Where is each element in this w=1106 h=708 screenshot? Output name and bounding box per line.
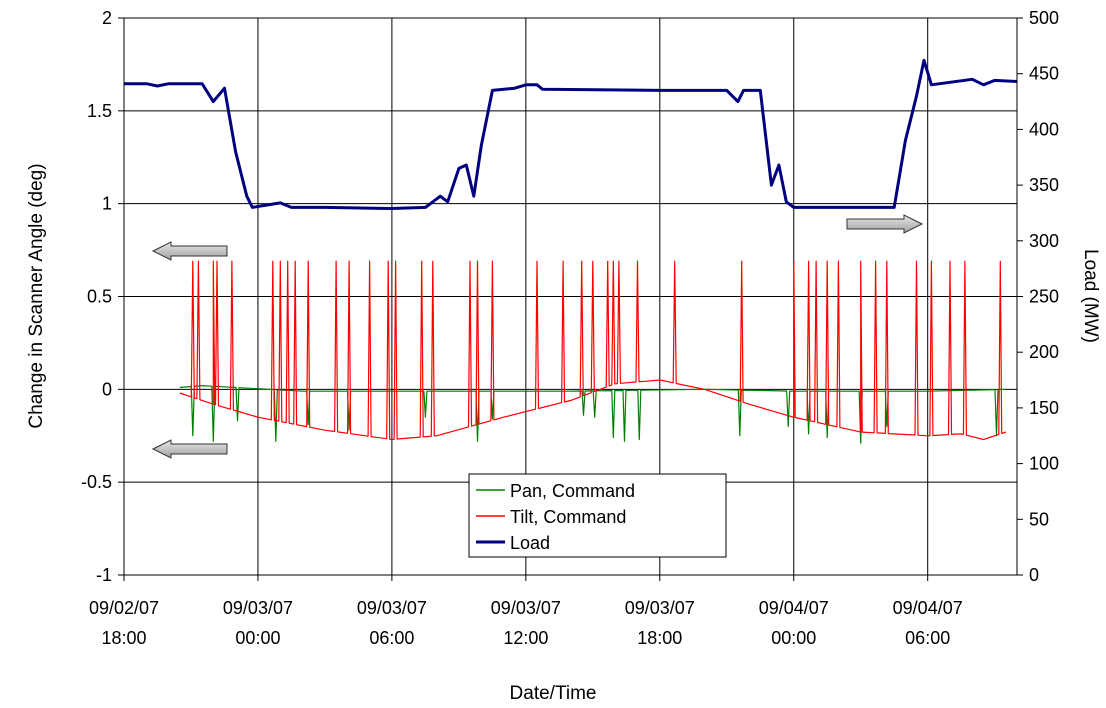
legend: Pan, Command Tilt, Command Load [468, 473, 727, 558]
series-load-line [124, 58, 1017, 210]
x-tick-label-time: 00:00 [235, 628, 280, 648]
legend-label-pan: Pan, Command [510, 481, 635, 501]
y-left-tick-label: -0.5 [81, 472, 112, 492]
x-tick-label-time: 18:00 [101, 628, 146, 648]
y-axis-left-title: Change in Scanner Angle (deg) [26, 163, 47, 428]
y-right-tick-label: 150 [1029, 398, 1059, 418]
series-tilt-command-line [179, 260, 1006, 441]
y-right-tick-label: 500 [1029, 8, 1059, 28]
y-left-tick-label: 1 [102, 194, 112, 214]
y-right-tick-label: 300 [1029, 231, 1059, 251]
legend-label-load: Load [510, 533, 550, 553]
y-left-tick-label: 0 [102, 379, 112, 399]
y-left-tick-label: 0.5 [87, 287, 112, 307]
x-tick-label-time: 18:00 [637, 628, 682, 648]
x-tick-label-date: 09/02/07 [89, 598, 159, 618]
y-right-tick-label: 450 [1029, 64, 1059, 84]
y-left-tick-label: 1.5 [87, 101, 112, 121]
y-left-tick-label: 2 [102, 8, 112, 28]
y-right-tick-label: 50 [1029, 509, 1049, 529]
arrow-left-upper-icon [151, 241, 228, 261]
arrow-left-lower-icon [151, 439, 228, 459]
x-tick-label-date: 09/04/07 [759, 598, 829, 618]
x-tick-label-date: 09/03/07 [357, 598, 427, 618]
series-pan-command-line [179, 385, 1006, 444]
x-tick-label-time: 06:00 [369, 628, 414, 648]
arrow-right-icon [846, 214, 924, 234]
x-axis-title: Date/Time [510, 683, 597, 704]
series-layer [124, 58, 1017, 444]
y-axis-right-title: Load (MW) [1080, 249, 1101, 343]
x-tick-label-date: 09/04/07 [893, 598, 963, 618]
x-tick-label-date: 09/03/07 [625, 598, 695, 618]
y-right-tick-label: 250 [1029, 287, 1059, 307]
y-right-tick-label: 350 [1029, 175, 1059, 195]
x-tick-label-date: 09/03/07 [223, 598, 293, 618]
y-right-tick-label: 0 [1029, 565, 1039, 585]
legend-box [468, 473, 727, 558]
x-tick-label-time: 06:00 [905, 628, 950, 648]
y-right-tick-label: 100 [1029, 454, 1059, 474]
legend-label-tilt: Tilt, Command [510, 507, 626, 527]
y-right-tick-label: 400 [1029, 119, 1059, 139]
x-tick-label-time: 12:00 [503, 628, 548, 648]
axes-layer: 21.510.50-0.5-15004504003503002502001501… [81, 8, 1059, 648]
x-tick-label-date: 09/03/07 [491, 598, 561, 618]
x-tick-label-time: 00:00 [771, 628, 816, 648]
y-right-tick-label: 200 [1029, 342, 1059, 362]
y-left-tick-label: -1 [96, 565, 112, 585]
